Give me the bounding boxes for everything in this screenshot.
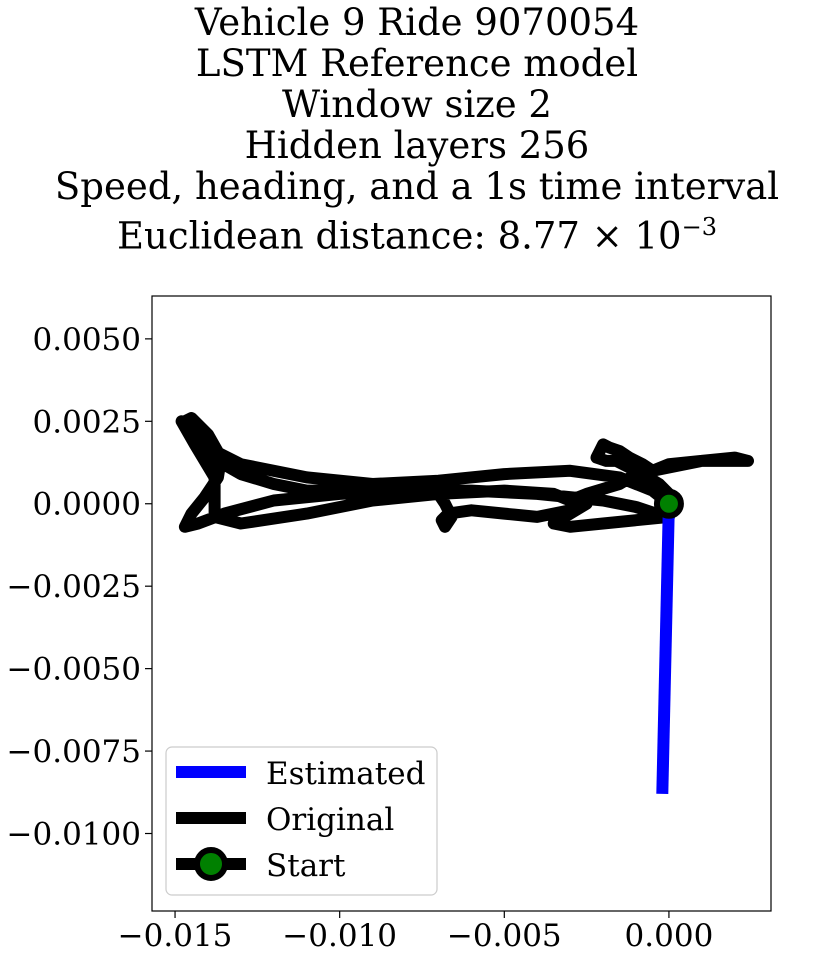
title-line-6: Euclidean distance: 8.77 × 10−3 (0, 207, 834, 256)
title-line-6-text: Euclidean distance: 8.77 × 10 (117, 214, 682, 258)
title-line-3: Window size 2 (282, 83, 552, 126)
title-line-4: Hidden layers 256 (244, 124, 590, 167)
y-axis: 0.0050 0.0025 0.0000 −0.0025 −0.0050 −0.0075 −… (7, 322, 152, 853)
y-tick-label: −0.0025 (7, 569, 141, 605)
legend-label-original: Original (266, 802, 394, 838)
title-line-5: Speed, heading, and a 1s time interval (54, 165, 780, 208)
x-tick-label: 0.000 (625, 918, 714, 954)
axes-frame (151, 295, 772, 912)
chart-title: Vehicle 9 Ride 9070054 LSTM Reference mo… (0, 1, 834, 256)
title-line-2: LSTM Reference model (195, 42, 639, 85)
series-estimated-line (656, 503, 675, 795)
y-tick-label: 0.0025 (33, 404, 141, 440)
y-tick-label: 0.0000 (33, 487, 141, 523)
x-tick-label: −0.010 (282, 918, 397, 954)
plot-area (175, 412, 754, 795)
title-line-1: Vehicle 9 Ride 9070054 (194, 1, 640, 44)
y-tick-label: 0.0050 (33, 322, 141, 358)
series-original-line (175, 412, 754, 533)
y-tick-label: −0.0050 (7, 652, 141, 688)
y-tick-label: −0.0075 (7, 734, 141, 770)
legend-label-estimated: Estimated (266, 756, 425, 792)
x-tick-label: −0.015 (118, 918, 233, 954)
x-tick-label: −0.005 (447, 918, 562, 954)
title-line-6-exponent: −3 (681, 213, 717, 241)
x-axis: −0.015 −0.010 −0.005 0.000 (118, 911, 714, 954)
legend: Estimated Original Start (165, 746, 438, 896)
start-marker (653, 488, 684, 519)
legend-label-start: Start (266, 848, 346, 884)
legend-swatch-start-marker (194, 847, 228, 881)
y-tick-label: −0.0100 (7, 817, 141, 853)
